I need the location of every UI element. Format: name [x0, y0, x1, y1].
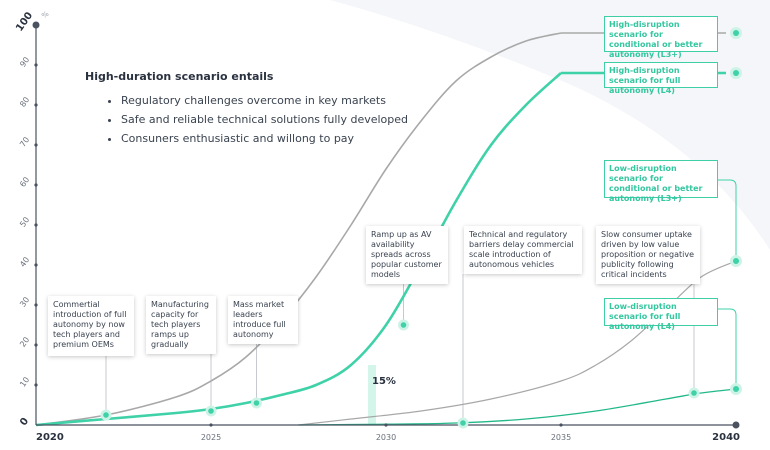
- milestone-marker: [253, 400, 260, 406]
- y-tick-label: 80: [18, 95, 31, 109]
- y-tick-label: 0: [18, 416, 31, 428]
- x-tick-label: 2040: [712, 432, 740, 443]
- series-line: [35, 72, 562, 427]
- y-tick-label: 90: [18, 55, 31, 69]
- intro-title: High-duration scenario entails: [85, 70, 274, 83]
- highlight-bar-15-percent: [368, 365, 376, 425]
- intro-bullet: Regulatory challenges overcome in key ma…: [121, 91, 445, 110]
- series-end-marker: [733, 258, 739, 264]
- y-tick-label: 50: [18, 215, 31, 229]
- annotation-manufacturing-capacity: Manufacturing capacity for tech players …: [146, 296, 216, 354]
- intro-bullets: Regulatory challenges overcome in key ma…: [85, 91, 445, 148]
- annotation-ramp-up: Ramp up as AV availability spreads acros…: [366, 226, 448, 284]
- x-tick-dot: [559, 423, 563, 427]
- y-tick-dot: [34, 223, 38, 227]
- intro-bullet: Consuners enthusiastic and willong to pa…: [121, 129, 445, 148]
- y-tick-dot: [34, 63, 38, 67]
- y-tick-label: 60: [18, 175, 31, 189]
- x-tick-label: 2030: [376, 433, 396, 442]
- y-tick-dot: [34, 343, 38, 347]
- y-tick-label: 30: [18, 295, 31, 309]
- y-tick-label: 100: [14, 10, 35, 33]
- y-tick-dot: [34, 263, 38, 267]
- scenario-intro: High-duration scenario entails Regulator…: [85, 70, 445, 148]
- x-tick-label: 2035: [551, 433, 571, 442]
- annotation-barriers-delay: Technical and regulatory barriers delay …: [464, 226, 582, 274]
- annotation-slow-uptake: Slow consumer uptake driven by low value…: [596, 226, 700, 284]
- x-tick-dot: [384, 423, 388, 427]
- milestone-marker: [460, 420, 466, 426]
- y-axis-end-dot: [32, 21, 40, 29]
- y-tick-dot: [34, 183, 38, 187]
- legend-connector: [718, 308, 737, 383]
- milestone-marker: [691, 390, 697, 396]
- series-end-marker: [733, 70, 739, 76]
- x-tick-label: 2020: [36, 432, 64, 443]
- series-line: [298, 388, 737, 426]
- y-tick-label: 70: [18, 135, 31, 149]
- highlight-15-percent-label: 15%: [372, 376, 396, 387]
- series-line: [298, 260, 737, 426]
- legend-high-l3: High-disruption scenario for conditional…: [604, 16, 718, 59]
- y-tick-dot: [34, 383, 38, 387]
- x-axis-end-dot: [732, 421, 740, 429]
- y-tick-dot: [34, 303, 38, 307]
- y-tick-label: 20: [18, 335, 31, 349]
- legend-high-l4: High-disruption scenario for full autono…: [604, 62, 718, 95]
- y-tick-label: 40: [18, 255, 31, 269]
- y-tick-dot: [34, 103, 38, 107]
- series-end-marker: [733, 30, 739, 36]
- x-tick-dot: [209, 423, 213, 427]
- milestone-marker: [400, 322, 407, 328]
- legend-connector: [718, 179, 737, 255]
- annotation-commercial-introduction: Commertial introduction of full autonomy…: [48, 296, 134, 356]
- y-tick-dot: [34, 143, 38, 147]
- legend-low-l3: Low-disruption scenario for conditional …: [604, 160, 718, 203]
- legend-low-l4: Low-disruption scenario for full autonom…: [604, 298, 718, 331]
- milestone-marker: [208, 408, 214, 414]
- intro-bullet: Safe and reliable technical solutions fu…: [121, 110, 445, 129]
- x-tick-label: 2025: [201, 433, 221, 442]
- y-tick-label: 10: [18, 375, 31, 389]
- series-line: [35, 32, 562, 426]
- series-end-marker: [733, 386, 739, 392]
- milestone-marker: [103, 412, 109, 418]
- annotation-mass-market-leaders: Mass market leaders introduce full auton…: [228, 296, 298, 344]
